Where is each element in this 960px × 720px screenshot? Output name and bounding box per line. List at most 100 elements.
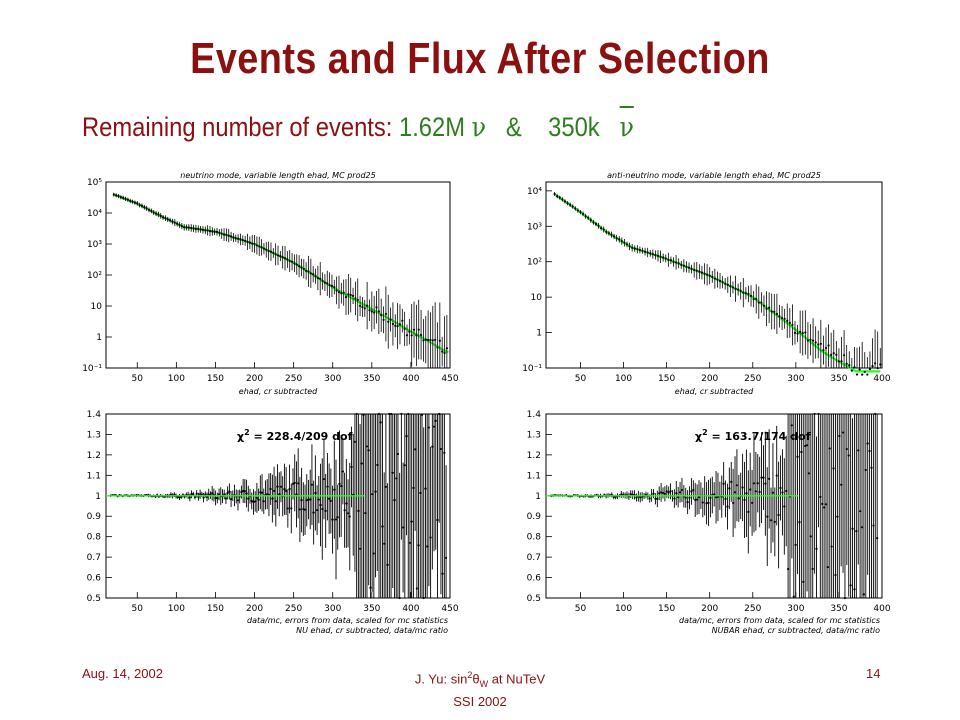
data-point (119, 196, 122, 199)
ratio-point (813, 412, 816, 416)
data-point (716, 278, 719, 281)
mc-curve (113, 193, 449, 354)
data-point (576, 209, 579, 212)
data-point (403, 327, 406, 330)
ratio-point (713, 493, 716, 496)
ratio-point (419, 491, 422, 495)
x-tick-label: 100 (168, 604, 185, 614)
ratio-point (321, 507, 324, 511)
ratio-point (824, 503, 828, 506)
ratio-point (760, 476, 763, 479)
data-point (636, 248, 639, 251)
data-point (117, 194, 120, 198)
data-point (215, 230, 219, 233)
data-point (225, 233, 228, 236)
data-point (323, 281, 327, 284)
ratio-point (656, 497, 659, 501)
data-point (375, 306, 378, 309)
ratio-point (673, 497, 676, 500)
data-point (213, 230, 216, 233)
data-point (674, 261, 678, 264)
data-point (817, 343, 820, 346)
data-point (417, 328, 420, 331)
ratio-point (391, 471, 394, 474)
data-point (281, 256, 284, 259)
ratio-point (826, 566, 829, 569)
data-point (783, 317, 786, 320)
data-point (211, 230, 214, 233)
ratio-point (732, 501, 735, 505)
ratio-point (661, 491, 665, 495)
ratio-point (193, 495, 197, 499)
y-tick-label: 1 (96, 333, 102, 343)
ratio-point (314, 491, 317, 495)
y-tick-label: 10⁴ (527, 187, 542, 197)
data-point (690, 267, 693, 271)
ratio-point (374, 490, 377, 493)
data-point (396, 325, 399, 328)
x-axis-label: data/mc, errors from data, scaled for mc… (679, 616, 880, 625)
ratio-point (254, 500, 257, 503)
data-point (380, 314, 383, 317)
data-point (643, 250, 647, 253)
data-point (187, 226, 190, 229)
data-point (799, 330, 802, 334)
data-point (133, 201, 137, 204)
ratio-point (247, 497, 250, 500)
data-point (401, 319, 404, 322)
ratio-point (240, 490, 243, 494)
data-point (208, 230, 212, 233)
ratio-point (343, 509, 346, 512)
data-point (638, 248, 642, 252)
data-point (164, 217, 167, 220)
plot-antineutrino-spectrum: anti-neutrino mode, variable length ehad… (500, 168, 896, 404)
plot-frame (545, 413, 883, 599)
data-point (832, 352, 835, 355)
data-point (866, 373, 869, 376)
chi-square-annotation: χ2 = 228.4/209 dof (237, 428, 353, 443)
ratio-point (701, 501, 704, 504)
ratio-point (298, 508, 301, 511)
ratio-point (697, 495, 701, 499)
data-point (429, 338, 432, 342)
ratio-point (348, 515, 351, 518)
data-point (574, 207, 577, 210)
data-point (309, 272, 312, 275)
y-tick-label: 0.6 (527, 574, 542, 584)
ratio-point (758, 490, 761, 494)
data-point (356, 298, 359, 301)
x-tick-label: 200 (246, 374, 263, 384)
ratio-point (750, 501, 754, 505)
data-point (391, 322, 395, 326)
data-point (143, 206, 146, 209)
x-tick-label: 50 (132, 604, 144, 614)
plot-antineutrino-ratio: 50 100 150 200 250 300 350 400 0.5 0.6 0.7 0.8 0.9 1 1… (500, 408, 896, 640)
data-point (625, 243, 629, 246)
data-point (602, 228, 605, 231)
y-tick-label: 1.4 (527, 410, 542, 420)
data-point (791, 323, 794, 326)
ratio-point (730, 480, 733, 483)
data-point (159, 214, 162, 217)
data-point (290, 260, 294, 263)
x-tick-label: 100 (615, 374, 632, 384)
ratio-point (747, 510, 750, 513)
ratio-point (383, 542, 386, 545)
chi-symbol: χ (237, 430, 244, 443)
ratio-point (357, 509, 360, 512)
ratio-point (291, 482, 295, 486)
ratio-point (815, 547, 818, 550)
data-point (136, 202, 139, 205)
data-point (615, 237, 618, 240)
data-point (384, 312, 387, 316)
data-point (328, 284, 331, 287)
data-point (241, 239, 244, 242)
data-point (695, 269, 698, 272)
ratio-point (266, 493, 269, 496)
data-point (305, 269, 308, 273)
data-point (814, 341, 817, 344)
ratio-point (722, 482, 725, 485)
x-tick-label: 50 (575, 604, 587, 614)
data-point (260, 246, 263, 249)
data-point (680, 263, 683, 266)
